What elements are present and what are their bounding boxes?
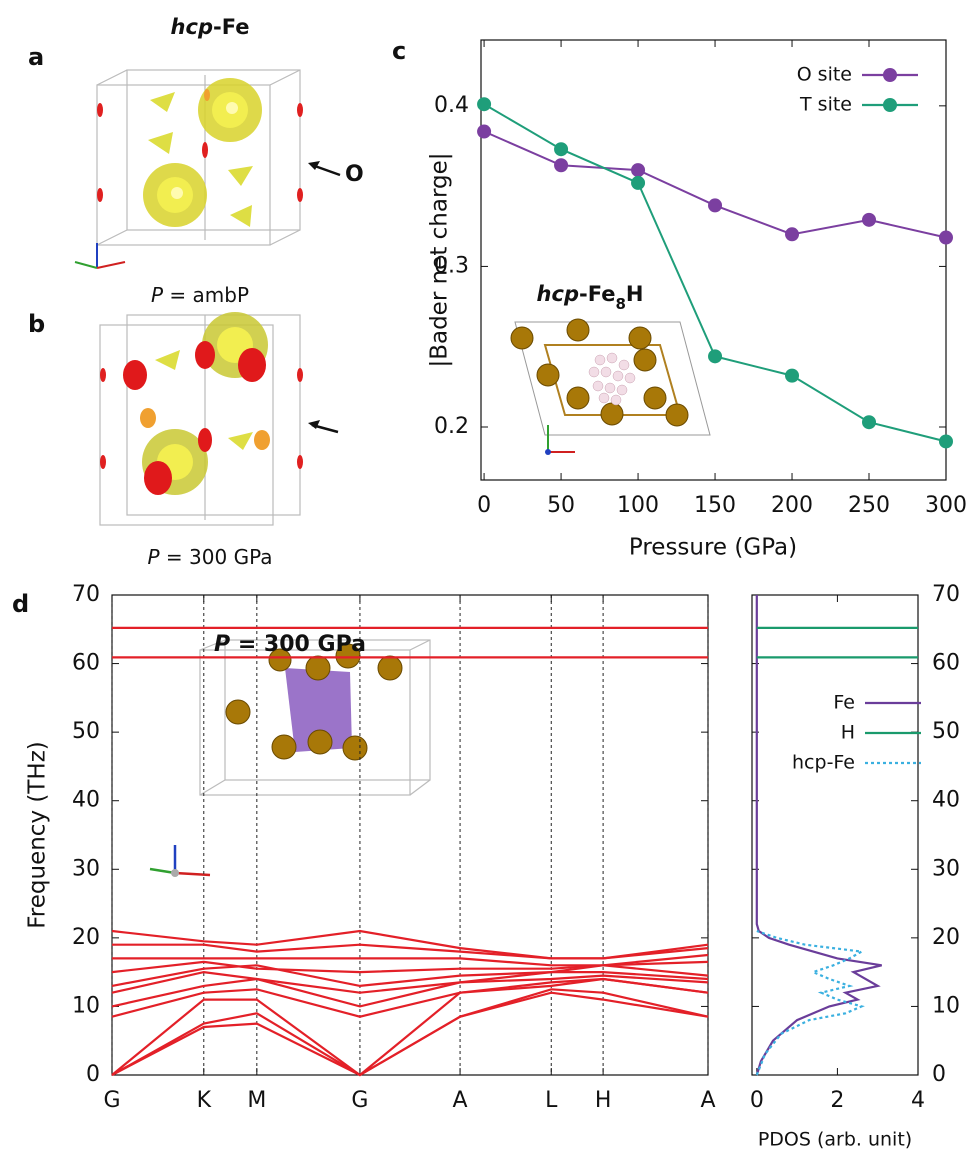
marker bbox=[708, 349, 722, 363]
y-tick-label: 40 bbox=[72, 788, 100, 813]
annotation-part: 8 bbox=[615, 295, 625, 313]
marker bbox=[939, 434, 953, 448]
y-tick-label: 10 bbox=[72, 993, 100, 1018]
series-line bbox=[757, 931, 862, 1075]
x-axis-title: PDOS (arb. unit) bbox=[758, 1129, 912, 1151]
structure-inset-c bbox=[511, 319, 710, 455]
x-tick-label: 100 bbox=[617, 493, 659, 518]
marker bbox=[785, 227, 799, 241]
legend-marker bbox=[883, 98, 897, 112]
series-line bbox=[484, 132, 946, 238]
x-tick-label: 4 bbox=[911, 1088, 925, 1113]
annotation-part: H bbox=[626, 282, 644, 306]
series-line bbox=[484, 104, 946, 441]
panel-letter: c bbox=[392, 37, 406, 65]
caption-part: P bbox=[148, 545, 161, 569]
marker bbox=[862, 213, 876, 227]
caption-part: P bbox=[151, 283, 164, 307]
series-line bbox=[112, 979, 708, 1017]
panel-title: hcp-Fe bbox=[171, 15, 250, 39]
caption-part: = 300 GPa bbox=[160, 545, 273, 569]
series-line bbox=[757, 595, 882, 1075]
y-tick-label: 70 bbox=[72, 582, 100, 607]
panel-letter: b bbox=[28, 310, 45, 338]
y-tick-label: 50 bbox=[932, 719, 960, 744]
y-tick-label: 0.4 bbox=[434, 93, 469, 118]
arrow-label: O bbox=[345, 162, 364, 187]
legend-label: T site bbox=[799, 94, 852, 116]
x-tick-label: H bbox=[595, 1088, 612, 1113]
legend-label: hcp-Fe bbox=[792, 752, 855, 774]
figure: a b c d hcp-Fe O P = ambP P = 300 GPa bbox=[0, 0, 966, 1153]
title-part: hcp bbox=[171, 15, 213, 39]
x-tick-label: K bbox=[197, 1088, 212, 1113]
x-axis-title: Pressure (GPa) bbox=[629, 535, 797, 561]
x-tick-label: 50 bbox=[547, 493, 575, 518]
marker bbox=[477, 97, 491, 111]
y-tick-label: 30 bbox=[72, 856, 100, 881]
caption-part: = ambP bbox=[163, 283, 249, 307]
y-tick-label: 10 bbox=[932, 993, 960, 1018]
legend-label: O site bbox=[797, 64, 852, 86]
legend-label: H bbox=[841, 722, 855, 744]
x-tick-label: G bbox=[103, 1088, 120, 1113]
x-tick-label: 250 bbox=[848, 493, 890, 518]
marker bbox=[631, 163, 645, 177]
x-tick-label: 300 bbox=[925, 493, 966, 518]
series-line bbox=[757, 628, 918, 658]
x-tick-label: 0 bbox=[750, 1088, 764, 1113]
legend-marker bbox=[883, 68, 897, 82]
y-tick-label: 40 bbox=[932, 788, 960, 813]
y-tick-label: 0.2 bbox=[434, 414, 469, 439]
x-tick-label: A bbox=[453, 1088, 468, 1113]
marker bbox=[554, 158, 568, 172]
y-axis-title: Frequency (THz) bbox=[25, 741, 51, 929]
y-tick-label: 0 bbox=[932, 1062, 946, 1087]
x-tick-label: 0 bbox=[477, 493, 491, 518]
marker bbox=[785, 369, 799, 383]
x-tick-label: A bbox=[700, 1088, 715, 1113]
y-tick-label: 70 bbox=[932, 582, 960, 607]
y-tick-label: 60 bbox=[72, 651, 100, 676]
panel-letter: d bbox=[12, 590, 29, 618]
structure-a bbox=[75, 70, 303, 268]
x-tick-label: 200 bbox=[771, 493, 813, 518]
structure-b bbox=[100, 312, 303, 525]
marker bbox=[939, 231, 953, 245]
annotation: P = 300 GPa bbox=[214, 632, 366, 657]
y-tick-label: 50 bbox=[72, 719, 100, 744]
marker bbox=[554, 142, 568, 156]
x-tick-label: 150 bbox=[694, 493, 736, 518]
y-tick-label: 20 bbox=[932, 925, 960, 950]
y-tick-label: 0 bbox=[86, 1062, 100, 1087]
annotation-part: -Fe bbox=[579, 282, 615, 306]
series-line bbox=[112, 972, 708, 993]
structure-inset-d bbox=[150, 640, 430, 877]
marker bbox=[862, 415, 876, 429]
x-tick-label: L bbox=[545, 1088, 558, 1113]
plot-frame bbox=[752, 595, 918, 1075]
panel-caption: P = 300 GPa bbox=[148, 545, 273, 569]
annotation-part: P bbox=[214, 632, 230, 657]
title-part: -Fe bbox=[213, 15, 249, 39]
x-tick-label: G bbox=[351, 1088, 368, 1113]
marker bbox=[631, 176, 645, 190]
annotation: hcp-Fe8H bbox=[537, 282, 644, 313]
legend-label: Fe bbox=[833, 692, 855, 714]
x-tick-label: 2 bbox=[830, 1088, 844, 1113]
y-tick-label: 30 bbox=[932, 856, 960, 881]
annotation-part: = 300 GPa bbox=[230, 632, 366, 657]
y-tick-label: 60 bbox=[932, 651, 960, 676]
y-tick-label: 20 bbox=[72, 925, 100, 950]
panel-caption: P = ambP bbox=[151, 283, 249, 307]
panel-letter: a bbox=[28, 43, 44, 71]
marker bbox=[477, 125, 491, 139]
x-tick-label: M bbox=[247, 1088, 266, 1113]
arrow-head bbox=[308, 161, 320, 170]
y-axis-title: |Bader net charge| bbox=[427, 152, 453, 367]
marker bbox=[708, 198, 722, 212]
annotation-part: hcp bbox=[537, 282, 579, 306]
